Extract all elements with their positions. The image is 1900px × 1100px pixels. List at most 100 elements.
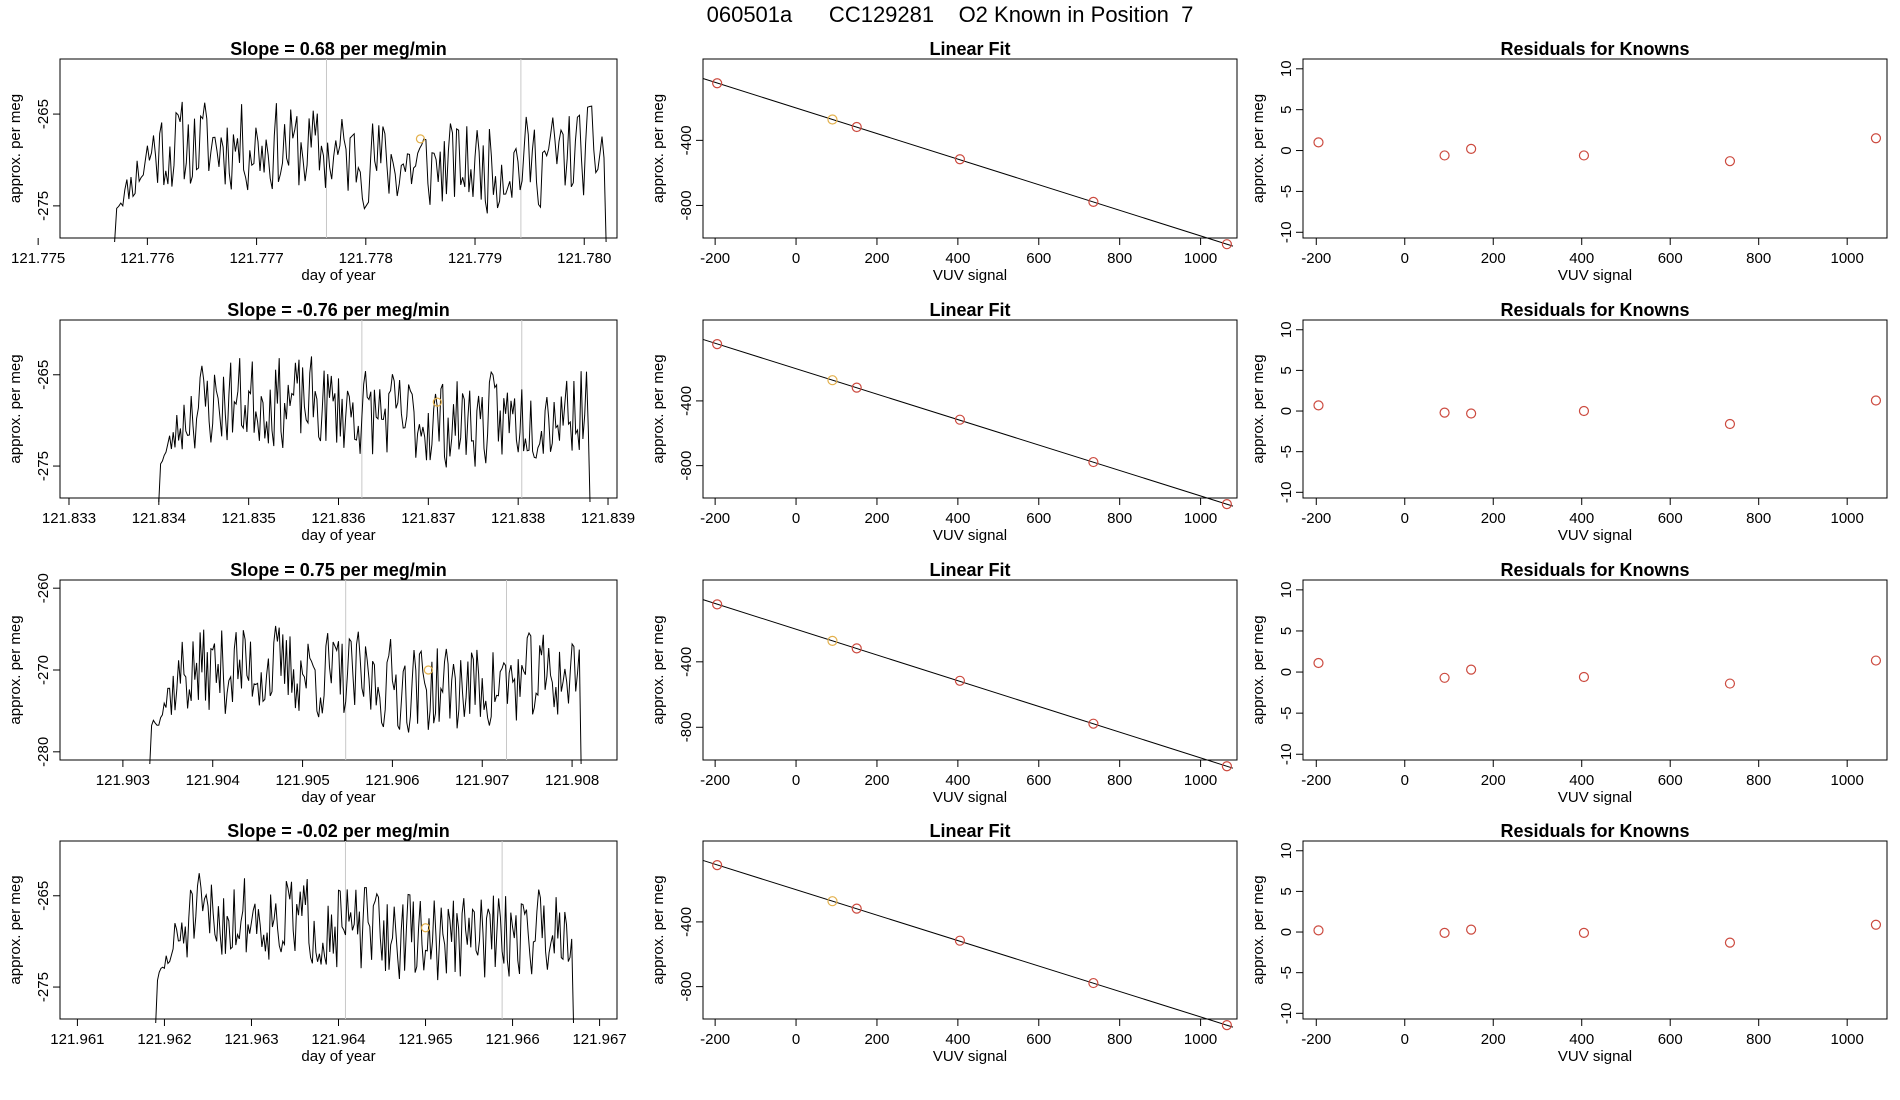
x-tick-label: 400 (1569, 772, 1594, 789)
data-point (1870, 133, 1882, 144)
data-point (1724, 678, 1736, 689)
x-tick-label: 121.907 (455, 772, 509, 789)
data-point (1221, 1020, 1232, 1031)
x-tick-label: -200 (700, 510, 730, 527)
series-line (158, 356, 591, 503)
plot-frame (1302, 840, 1888, 1020)
data-point (1439, 407, 1450, 418)
data-point (1221, 499, 1232, 510)
x-tick-label: 121.963 (224, 1031, 278, 1048)
x-tick-label: 400 (945, 250, 970, 267)
fit-line (702, 78, 1234, 247)
data-point (827, 114, 838, 125)
highlight-point (423, 665, 433, 675)
x-tick-label: 200 (864, 772, 889, 789)
x-tick-label: 121.776 (120, 250, 174, 267)
x-tick-label: 600 (1658, 510, 1683, 527)
data-point (1439, 150, 1450, 161)
x-tick-label: 121.780 (557, 250, 611, 267)
y-axis-label: approx. per meg (650, 875, 667, 984)
x-axis-label: VUV signal (1558, 1048, 1632, 1065)
y-tick-label: -275 (35, 191, 52, 221)
x-axis-label: VUV signal (933, 527, 1007, 544)
y-tick-label: -800 (678, 972, 695, 1002)
x-tick-label: 200 (864, 1031, 889, 1048)
y-tick-label: 0 (1278, 928, 1295, 936)
x-tick-label: 800 (1107, 510, 1132, 527)
x-tick-label: 121.965 (398, 1031, 452, 1048)
data-point (1088, 718, 1099, 729)
panel-title: Residuals for Knowns (1500, 300, 1689, 320)
x-tick-label: 800 (1746, 510, 1771, 527)
x-tick-label: 400 (1569, 1031, 1594, 1048)
highlight-point (420, 923, 431, 933)
y-tick-label: 0 (1278, 146, 1295, 154)
panel-title: Residuals for Knowns (1500, 39, 1689, 59)
y-tick-label: 0 (1278, 407, 1295, 415)
y-tick-label: -5 (1278, 185, 1295, 198)
x-tick-label: 800 (1107, 772, 1132, 789)
data-point (1466, 664, 1477, 675)
fit-line (702, 338, 1234, 507)
panel-title: Linear Fit (929, 300, 1010, 320)
x-tick-label: -200 (1301, 510, 1331, 527)
x-tick-label: 1000 (1830, 772, 1863, 789)
x-tick-label: 1000 (1184, 510, 1217, 527)
y-axis-label: approx. per meg (1250, 94, 1267, 203)
data-point (954, 154, 965, 165)
x-tick-label: 121.838 (491, 510, 545, 527)
x-tick-label: 121.967 (572, 1031, 626, 1048)
y-tick-label: 10 (1278, 60, 1295, 77)
x-axis-label: VUV signal (933, 1048, 1007, 1065)
data-point (1724, 156, 1736, 167)
x-tick-label: 121.779 (448, 250, 502, 267)
x-tick-label: 0 (1401, 250, 1409, 267)
data-point (712, 339, 723, 350)
data-point (851, 903, 862, 914)
x-tick-label: 121.833 (42, 510, 96, 527)
x-tick-label: 800 (1746, 772, 1771, 789)
x-tick-label: 121.906 (365, 772, 419, 789)
data-point (1724, 937, 1736, 948)
x-tick-label: 1000 (1184, 250, 1217, 267)
x-axis-label: VUV signal (1558, 267, 1632, 284)
x-tick-label: 400 (945, 510, 970, 527)
x-axis-label: VUV signal (933, 789, 1007, 806)
plot-frame (702, 58, 1238, 239)
panel-title: Residuals for Knowns (1500, 821, 1689, 841)
data-point (712, 599, 723, 610)
y-tick-label: -275 (35, 972, 52, 1002)
x-tick-label: 121.966 (485, 1031, 539, 1048)
x-tick-label: 0 (792, 772, 800, 789)
y-axis-label: approx. per meg (650, 615, 667, 724)
y-tick-label: -275 (35, 451, 52, 481)
x-axis-label: day of year (301, 1048, 375, 1065)
y-tick-label: -400 (678, 647, 695, 677)
y-tick-label: -400 (678, 386, 695, 416)
x-tick-label: 600 (1026, 510, 1051, 527)
x-tick-label: -200 (700, 772, 730, 789)
plot-frame (59, 579, 618, 761)
x-tick-label: 121.962 (137, 1031, 191, 1048)
figure-title: 060501a CC129281 O2 Known in Position 7 (706, 2, 1194, 27)
x-tick-label: 0 (792, 250, 800, 267)
data-point (851, 121, 862, 133)
x-tick-label: 0 (1401, 510, 1409, 527)
data-point (1724, 418, 1736, 430)
data-point (1578, 671, 1590, 683)
x-axis-label: day of year (301, 789, 375, 806)
data-point (827, 896, 838, 907)
panel-title: Slope = -0.02 per meg/min (227, 821, 450, 841)
x-tick-label: 200 (1481, 510, 1506, 527)
x-tick-label: 800 (1107, 1031, 1132, 1048)
x-tick-label: 121.905 (275, 772, 329, 789)
plot-frame (59, 840, 618, 1020)
x-tick-label: 600 (1026, 250, 1051, 267)
panel-title: Linear Fit (929, 39, 1010, 59)
data-point (1466, 924, 1477, 935)
x-tick-label: 200 (1481, 772, 1506, 789)
highlight-point (415, 134, 426, 144)
panel-title: Slope = 0.68 per meg/min (230, 39, 447, 59)
data-point (827, 375, 838, 386)
